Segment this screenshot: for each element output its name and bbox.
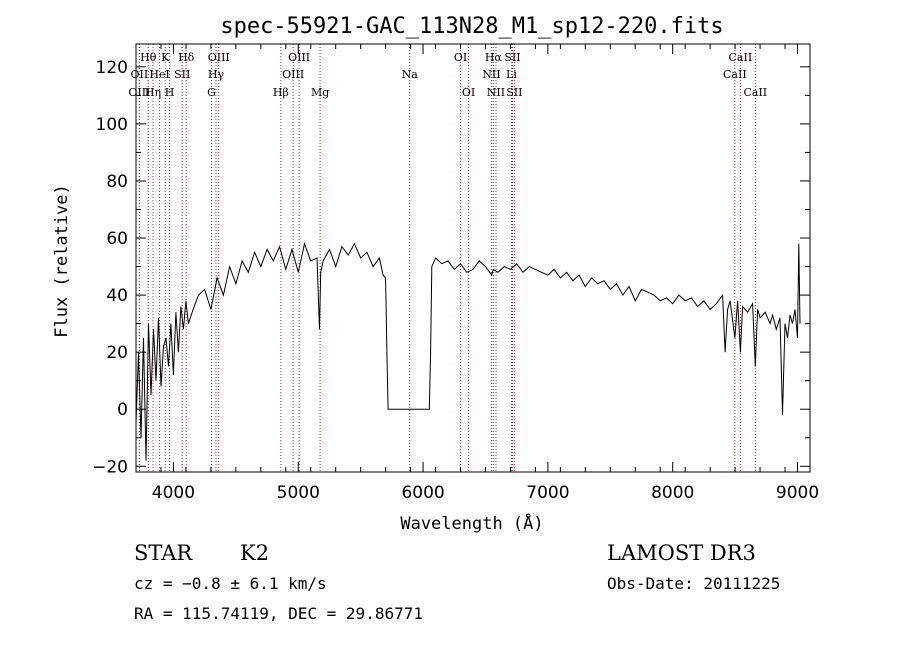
line-label-3: Hη	[145, 86, 161, 99]
line-label-0: Hθ	[140, 51, 157, 64]
plot-frame	[135, 43, 811, 473]
x-tick-label-4000: 4000	[152, 483, 195, 503]
y-tick-label-20: 20	[106, 343, 128, 363]
line-label-20: SII	[504, 51, 520, 64]
observation-date: Obs-Date: 20111225	[607, 574, 780, 593]
line-label-2: OIII	[128, 86, 150, 99]
y-tick-label-120: 120	[96, 58, 128, 78]
line-label-16: Na	[402, 68, 419, 81]
y-tick-label-60: 60	[106, 229, 128, 249]
line-label-6: SII	[174, 68, 190, 81]
x-tick-label-8000: 8000	[651, 483, 694, 503]
line-label-1: OII	[131, 68, 149, 81]
line-label-25: CaII	[729, 51, 753, 64]
line-label-9: OIII	[208, 51, 230, 64]
line-label-14: Hβ	[273, 86, 289, 99]
x-axis-ticks: 4000 5000 6000 7000 8000 9000	[135, 44, 819, 503]
x-tick-label-5000: 5000	[277, 483, 320, 503]
line-label-15: Mg	[311, 86, 329, 99]
object-subclass: K2	[240, 541, 269, 565]
line-label-8: Hδ	[178, 51, 195, 64]
x-axis-label: Wavelength (Å)	[400, 512, 543, 534]
line-label-12: OIII	[288, 51, 310, 64]
spectrum-trace	[135, 241, 801, 461]
line-label-21: NII	[482, 68, 500, 81]
line-label-23: NII	[487, 86, 505, 99]
line-label-13: OIII	[282, 68, 304, 81]
line-label-26: CaII	[723, 68, 747, 81]
object-type: STAR	[134, 541, 193, 565]
y-axis-label: Flux (relative)	[52, 184, 72, 338]
line-label-4: HeI	[149, 68, 169, 81]
line-label-19: Hα	[485, 51, 503, 64]
y-axis-ticks: −20 0 20 40 60 80 100 120	[92, 58, 810, 477]
line-label-24: SII	[506, 86, 522, 99]
x-tick-label-7000: 7000	[526, 483, 569, 503]
x-tick-label-9000: 9000	[776, 483, 819, 503]
y-tick-label-0: 0	[117, 400, 128, 420]
redshift-readout: cz = −0.8 ± 6.1 km/s	[134, 574, 327, 593]
line-label-18: OI	[462, 86, 475, 99]
line-label-5: K	[161, 51, 170, 64]
survey-name: LAMOST DR3	[607, 541, 756, 565]
line-label-10: Hγ	[208, 68, 225, 81]
spectral-line-markers	[138, 44, 756, 472]
coordinates-readout: RA = 115.74119, DEC = 29.86771	[134, 604, 423, 623]
line-label-27: CaII	[743, 86, 767, 99]
y-tick-label--20: −20	[92, 457, 128, 477]
y-tick-label-40: 40	[106, 286, 128, 306]
line-label-17: OI	[454, 51, 467, 64]
line-label-11: G	[207, 86, 216, 99]
chart-title: spec-55921-GAC_113N28_M1_sp12-220.fits	[220, 14, 723, 39]
y-tick-label-80: 80	[106, 172, 128, 192]
line-label-7: H	[165, 86, 175, 99]
y-tick-label-100: 100	[96, 115, 128, 135]
x-tick-label-6000: 6000	[401, 483, 444, 503]
line-label-22: Li	[506, 68, 517, 81]
